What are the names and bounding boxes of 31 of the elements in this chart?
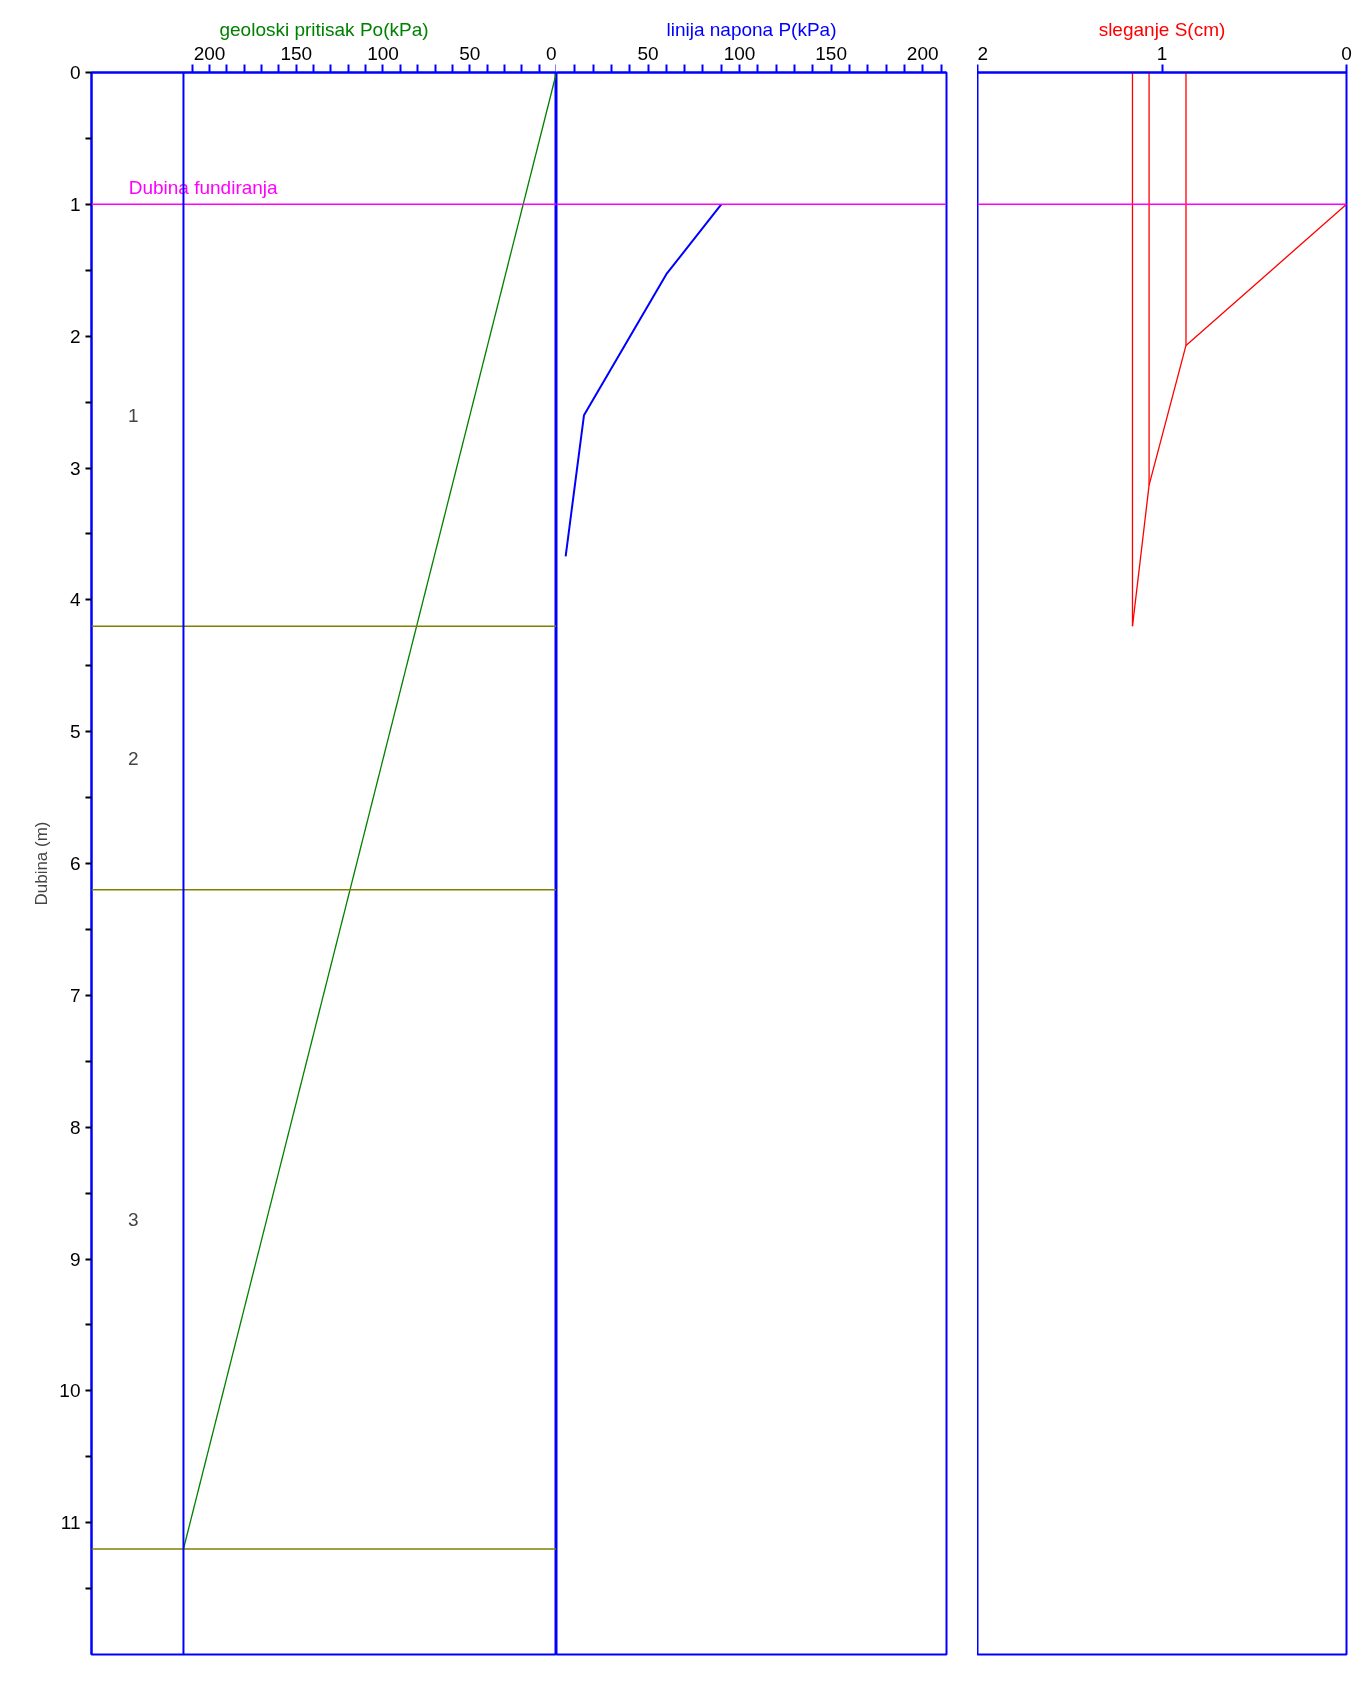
annotation: 3 xyxy=(128,1208,139,1230)
x-tick-label: 2 xyxy=(977,42,989,64)
y-tick-label: 9 xyxy=(69,1248,81,1270)
y-tick-label: 8 xyxy=(69,1116,81,1138)
x-tick-label: 200 xyxy=(906,42,939,64)
x-tick-label: 0 xyxy=(545,42,557,64)
x-tick-label: 50 xyxy=(459,42,481,64)
x-tick-label: 50 xyxy=(637,42,659,64)
x-axis-title: sleganje S(cm) xyxy=(1098,18,1226,40)
y-tick-label: 10 xyxy=(59,1380,81,1402)
y-tick-label: 1 xyxy=(69,193,81,215)
x-tick-label: 150 xyxy=(815,42,847,64)
y-axis-title: Dubina (m) xyxy=(32,821,52,906)
y-tick-label: 6 xyxy=(69,853,81,874)
y-tick-label: 5 xyxy=(69,721,81,743)
y-tick-label: 4 xyxy=(69,589,81,611)
x-axis-title: geoloski pritisak Po(kPa) xyxy=(219,18,429,40)
x-tick-label: 100 xyxy=(367,42,399,64)
annotation: 1 xyxy=(128,404,139,426)
annotation: 2 xyxy=(128,747,139,769)
y-tick-label: 7 xyxy=(69,984,81,1006)
x-tick-label: 200 xyxy=(193,42,226,64)
x-tick-label: 1 xyxy=(1156,42,1168,64)
y-tick-label: 0 xyxy=(69,62,81,83)
y-tick-label: 11 xyxy=(60,1512,81,1534)
y-tick-label: 2 xyxy=(69,325,81,347)
x-tick-label: 100 xyxy=(723,42,756,64)
x-tick-label: 0 xyxy=(1341,42,1352,64)
x-axis-title: linija napona P(kPa) xyxy=(666,18,837,40)
y-tick-label: 3 xyxy=(69,457,81,479)
x-tick-label: 150 xyxy=(280,42,313,64)
